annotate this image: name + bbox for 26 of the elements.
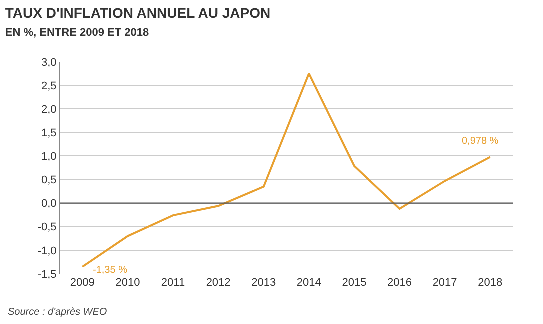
chart-subtitle: EN %, ENTRE 2009 ET 2018 <box>5 27 150 40</box>
x-tick-label: 2009 <box>70 277 95 289</box>
y-tick-label: 0,5 <box>42 174 57 187</box>
x-tick-label: 2012 <box>206 277 231 289</box>
y-tick-label: 1,5 <box>42 128 57 140</box>
x-tick-label: 2018 <box>478 277 503 289</box>
annotation: -1,35 % <box>93 265 128 276</box>
x-tick-label: 2010 <box>116 277 140 289</box>
chart-title: TAUX D'INFLATION ANNUEL AU JAPON <box>5 4 271 21</box>
y-tick-label: -0,5 <box>38 222 57 234</box>
x-tick-label: 2015 <box>342 277 367 289</box>
x-tick-label: 2017 <box>432 277 458 289</box>
y-tick-label: 2,0 <box>42 104 57 116</box>
line-series <box>82 72 492 268</box>
y-tick-label: 2,5 <box>42 80 57 92</box>
y-tick-label: 3,0 <box>42 56 57 69</box>
x-tick-label: 2013 <box>252 277 276 289</box>
annotation: 0,978 % <box>462 136 499 147</box>
source-note: Source : d'après WEO <box>8 307 108 318</box>
y-tick-label: -1,0 <box>38 245 57 258</box>
y-tick-label: -1,5 <box>38 268 57 281</box>
x-tick-label: 2016 <box>388 277 412 289</box>
y-tick-label: 0,0 <box>42 198 57 210</box>
x-tick-label: 2011 <box>161 277 186 289</box>
y-tick-label: 1,0 <box>42 151 57 164</box>
x-tick-label: 2014 <box>296 277 322 289</box>
